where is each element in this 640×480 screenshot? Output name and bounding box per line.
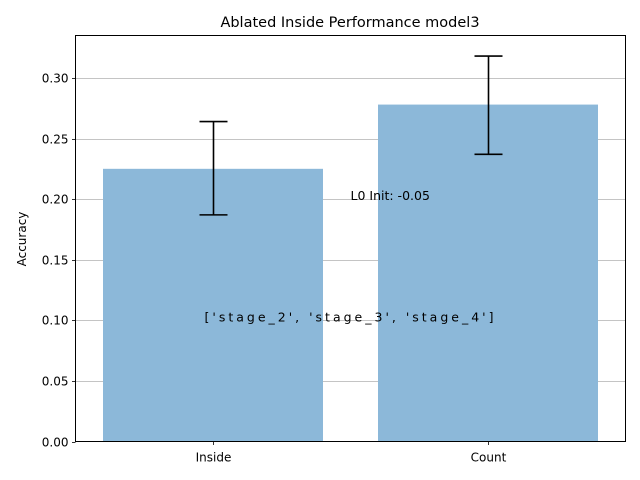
annotation-label: L0 Init: -0.05 (351, 188, 430, 203)
y-tick-label: 0.20 (42, 193, 69, 207)
y-tick-label: 0.30 (42, 72, 69, 86)
x-axis-ticks: Inside Count (196, 441, 507, 465)
chart-title: Ablated Inside Performance model3 (220, 15, 479, 31)
x-tick-label: Count (471, 451, 507, 465)
error-bars-group (199, 55, 503, 216)
y-tick-label: 0.15 (42, 254, 69, 268)
annotations-group: L0 Init: -0.05 ['stage_2', 'stage_3', 'st… (205, 188, 497, 324)
bars-group (103, 104, 598, 442)
plot-frame (75, 35, 626, 442)
y-tick-label: 0.25 (42, 133, 69, 147)
annotation-label: ['stage_2', 'stage_3', 'stage_4'] (205, 309, 497, 324)
y-tick-label: 0.05 (42, 375, 69, 389)
x-tick-label: Inside (196, 451, 232, 465)
y-axis-ticks: 0.00 0.05 0.10 0.15 0.20 0.25 0.30 (42, 72, 76, 450)
y-tick-label: 0.00 (42, 436, 69, 450)
bar-count (378, 104, 598, 442)
y-tick-label: 0.10 (42, 314, 69, 328)
y-axis-label: Accuracy (15, 212, 29, 267)
